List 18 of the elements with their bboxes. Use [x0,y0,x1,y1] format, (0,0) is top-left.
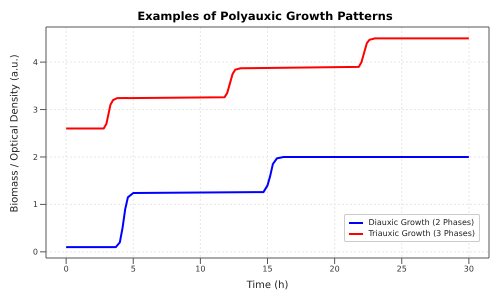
legend-label: Triauxic Growth (3 Phases) [368,228,475,239]
y-tick-label: 1 [32,200,38,210]
x-axis-title: Time (h) [246,280,288,291]
y-axis-title: Biomass / Optical Density (a.u.) [10,54,21,212]
x-tick-label: 15 [262,264,273,274]
x-tick-label: 25 [396,264,407,274]
x-tick-label: 10 [195,264,206,274]
line-series [65,37,470,130]
x-tick-label: 20 [330,264,340,274]
y-tick-label: 3 [32,105,38,114]
x-tick-label: 0 [64,264,69,274]
x-tick-label: 30 [464,264,474,274]
x-tick-label: 5 [130,264,136,274]
y-tick-label: 4 [32,58,38,67]
legend-label: Diauxic Growth (2 Phases) [368,217,474,228]
chart-title: Examples of Polyauxic Growth Patterns [136,8,394,24]
y-tick-label: 0 [32,248,38,257]
y-tick-label: 2 [32,152,38,162]
